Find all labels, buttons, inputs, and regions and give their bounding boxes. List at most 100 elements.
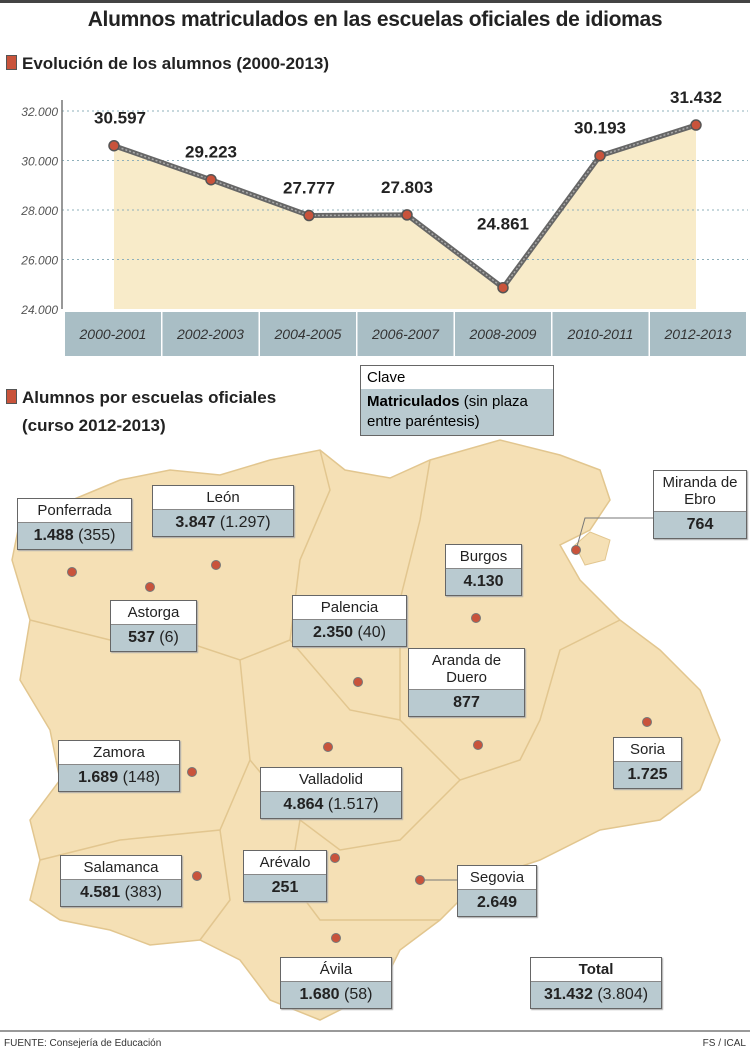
school-location-dot	[642, 717, 652, 727]
y-tick-label: 26.000	[20, 254, 58, 268]
x-category-cell	[650, 312, 746, 356]
school-name: Aranda de Duero	[431, 652, 502, 686]
x-tick-label: 2012-2013	[664, 326, 732, 342]
school-value: 4.864 (1.517)	[261, 791, 401, 818]
school-value: 31.432 (3.804)	[531, 981, 661, 1008]
data-point	[401, 209, 413, 221]
school-label-box: Segovia 2.649	[457, 865, 537, 917]
school-name: León	[206, 489, 240, 506]
map-section-title: Alumnos por escuelas oficiales (curso 20…	[6, 384, 276, 440]
school-label-box: Ponferrada 1.488 (355)	[17, 498, 132, 550]
school-name: Valladolid	[299, 771, 363, 788]
school-label-box: Valladolid 4.864 (1.517)	[260, 767, 402, 819]
data-point	[594, 149, 606, 162]
x-tick-label: 2008-2009	[469, 326, 537, 342]
x-tick-label: 2000-2001	[79, 326, 147, 342]
credit: FS / ICAL	[702, 1038, 746, 1049]
school-location-dot	[330, 853, 340, 863]
school-name: Burgos	[459, 548, 508, 565]
bullet-icon	[6, 389, 17, 404]
province-borders	[29, 449, 621, 941]
data-label: 30.597	[94, 109, 146, 128]
y-tick-label: 30.000	[21, 155, 58, 169]
school-name: Ponferrada	[37, 502, 112, 519]
x-category-cell	[162, 312, 259, 356]
school-value: 877	[409, 689, 524, 716]
data-label: 31.432	[670, 88, 722, 107]
school-label-box: Ávila 1.680 (58)	[280, 957, 392, 1009]
x-tick-label: 2002-2003	[176, 326, 244, 342]
school-value: 2.649	[458, 889, 536, 916]
school-value: 537 (6)	[111, 624, 196, 651]
school-location-dot	[67, 567, 77, 577]
school-name: Zamora	[93, 744, 145, 761]
line-chart: 24.000 26.000 28.000 30.000 32.000 30.597 29.2…	[20, 88, 748, 356]
school-value: 1.680 (58)	[281, 981, 391, 1008]
school-value: 3.847 (1.297)	[153, 509, 293, 536]
school-label-box: Salamanca 4.581 (383)	[60, 855, 182, 907]
school-value: 764	[654, 511, 746, 538]
school-label-box: Aranda de Duero 877	[408, 648, 525, 717]
school-name: Salamanca	[83, 859, 159, 876]
x-category-cell	[357, 312, 454, 356]
school-location-dot	[473, 740, 483, 750]
school-location-dot	[211, 560, 221, 570]
school-name: Palencia	[320, 599, 379, 616]
data-point	[497, 281, 509, 294]
school-value: 2.350 (40)	[293, 619, 406, 646]
bullet-icon	[6, 55, 17, 70]
school-location-dot	[571, 545, 581, 555]
school-value: 1.488 (355)	[18, 522, 131, 549]
school-location-dot	[323, 742, 333, 752]
x-category-cell	[552, 312, 649, 356]
y-tick-label: 24.000	[20, 303, 58, 317]
school-name: Astorga	[127, 604, 180, 621]
school-name: Arévalo	[259, 854, 311, 871]
school-label-total: Total 31.432 (3.804)	[530, 957, 662, 1009]
school-value: 1.689 (148)	[59, 764, 179, 791]
school-label-box: Astorga 537 (6)	[110, 600, 197, 652]
y-tick-label: 28.000	[20, 204, 58, 218]
footer-rule	[0, 1030, 750, 1032]
school-name: Soria	[629, 741, 666, 758]
school-label-box: Burgos 4.130	[445, 544, 522, 596]
leader-line	[575, 517, 653, 551]
school-name: Total	[578, 961, 614, 978]
x-tick-label: 2004-2005	[274, 326, 342, 342]
y-tick-label: 32.000	[21, 105, 58, 119]
map-region	[11, 439, 721, 1021]
page-title: Alumnos matriculados en las escuelas ofi…	[87, 8, 663, 31]
school-label-box: Soria 1.725	[613, 737, 682, 789]
data-point	[205, 173, 217, 186]
data-label: 27.777	[283, 179, 335, 198]
data-label: 29.223	[185, 143, 237, 162]
school-location-dot	[145, 582, 155, 592]
x-category-cell	[65, 312, 161, 356]
school-name: Miranda de Ebro	[662, 474, 738, 508]
data-label: 27.803	[381, 178, 433, 197]
school-location-dot	[415, 875, 425, 885]
data-point	[108, 139, 120, 152]
school-label-box: Zamora 1.689 (148)	[58, 740, 180, 792]
school-label-box: Palencia 2.350 (40)	[292, 595, 407, 647]
school-label-box: Miranda de Ebro 764	[653, 470, 747, 539]
miranda-enclave	[574, 531, 611, 566]
chart-section-title: Evolución de los alumnos (2000-2013)	[6, 54, 329, 74]
school-value: 4.130	[446, 568, 521, 595]
top-rule	[0, 0, 750, 3]
source-note: FUENTE: Consejería de Educación	[4, 1038, 162, 1049]
data-point	[690, 119, 702, 131]
legend-box: Clave Matriculados (sin plaza entre paré…	[360, 365, 554, 436]
school-location-dot	[331, 933, 341, 943]
school-location-dot	[471, 613, 481, 623]
school-value: 4.581 (383)	[61, 879, 181, 906]
legend-description: Matriculados (sin plaza entre paréntesis…	[361, 389, 553, 435]
school-label-box: León 3.847 (1.297)	[152, 485, 294, 537]
school-value: 251	[244, 874, 326, 901]
school-name: Ávila	[319, 961, 353, 978]
x-tick-label: 2006-2007	[371, 326, 440, 342]
school-location-dot	[192, 871, 202, 881]
x-category-cell	[260, 312, 356, 356]
school-location-dot	[353, 677, 363, 687]
